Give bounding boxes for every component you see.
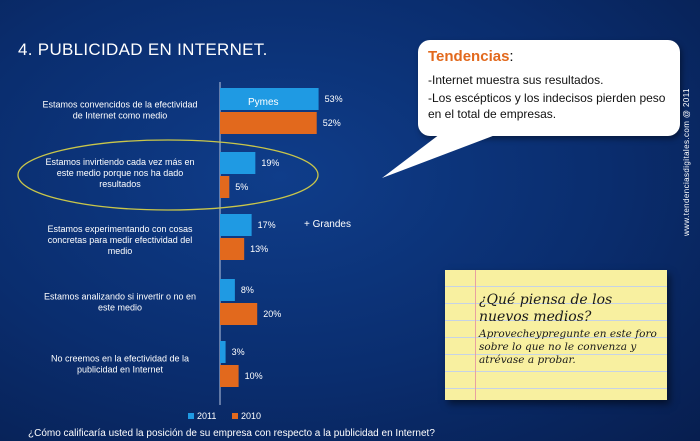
legend-label: 2011	[197, 411, 216, 421]
tendencias-callout: Tendencias: -Internet muestra sus result…	[418, 40, 680, 136]
bar-2010	[220, 112, 317, 134]
legend-swatch	[232, 413, 238, 419]
sticky-margin-line	[475, 270, 476, 400]
page-title: 4. PUBLICIDAD EN INTERNET.	[18, 40, 268, 59]
category-label-line: Estamos convencidos de la efectividad	[42, 100, 197, 110]
bar-2011	[220, 279, 235, 301]
callout-line-2: -Los escépticos y los indecisos pierden …	[428, 91, 666, 121]
category-label-line: Estamos analizando si invertir o no en	[44, 292, 196, 302]
legend: 2011 2010	[188, 411, 261, 421]
category-label-line: No creemos en la efectividad de la	[51, 354, 189, 364]
sticky-body: Aprovecheypregunte en este foro sobre lo…	[479, 328, 657, 366]
sticky-note: ¿Qué piensa de los nuevos medios? Aprove…	[445, 270, 667, 400]
survey-question: ¿Cómo calificaría usted la posición de s…	[28, 428, 435, 439]
category-label: Estamos invirtiendo cada vez más en este …	[45, 157, 194, 189]
callout-title: Tendencias:	[428, 48, 514, 65]
category-label: Estamos convencidos de la efectividad de …	[42, 100, 197, 121]
data-label: 17%	[258, 220, 276, 230]
data-label: 52%	[323, 118, 341, 128]
bar-2010	[220, 238, 245, 260]
data-label: 8%	[241, 285, 254, 295]
legend-swatch	[188, 413, 194, 419]
data-label: 5%	[235, 182, 248, 192]
category-label-line: medio	[108, 246, 133, 256]
bar-2011	[220, 214, 252, 236]
credit-text: www.tendenciasdigitales.com @ 2011	[682, 88, 691, 236]
bar-2011	[220, 88, 319, 110]
category-label-line: este medio porque nos ha dado	[57, 168, 184, 178]
bar-2010	[220, 365, 239, 387]
pymes-annotation: Pymes	[248, 97, 279, 108]
sticky-text: ¿Qué piensa de los nuevos medios? Aprove…	[479, 292, 661, 367]
category-label: Estamos analizando si invertir o no en es…	[44, 292, 196, 313]
category-label-line: concretas para medir efectividad del	[48, 235, 193, 245]
category-label-line: resultados	[99, 179, 141, 189]
category-label-line: Estamos invirtiendo cada vez más en	[45, 157, 194, 167]
bar-2010	[220, 176, 230, 198]
data-label: 13%	[250, 244, 268, 254]
legend-label: 2010	[241, 411, 261, 421]
callout-title-text: Tendencias	[428, 48, 510, 65]
sticky-question: ¿Qué piensa de los nuevos medios?	[479, 292, 613, 325]
category-label: Estamos experimentando con cosas concreta…	[47, 224, 193, 256]
category-label-line: este medio	[98, 303, 142, 313]
bar-2011	[220, 152, 256, 174]
highlight-ellipse	[17, 139, 319, 211]
category-label-line: de Internet como medio	[73, 111, 168, 121]
data-label: 20%	[263, 309, 281, 319]
bar-2011	[220, 341, 226, 363]
data-label: 53%	[325, 94, 343, 104]
category-label: No creemos en la efectividad de la public…	[51, 354, 189, 375]
data-label: 19%	[261, 158, 279, 168]
bar-2010	[220, 303, 258, 325]
category-label-line: Estamos experimentando con cosas	[47, 224, 193, 234]
callout-title-colon: :	[509, 48, 514, 65]
data-label: 3%	[232, 347, 245, 357]
callout-line-1: -Internet muestra sus resultados.	[428, 73, 604, 87]
grandes-annotation: + Grandes	[304, 219, 351, 230]
category-label-line: publicidad en Internet	[77, 365, 164, 375]
data-label: 10%	[245, 371, 263, 381]
